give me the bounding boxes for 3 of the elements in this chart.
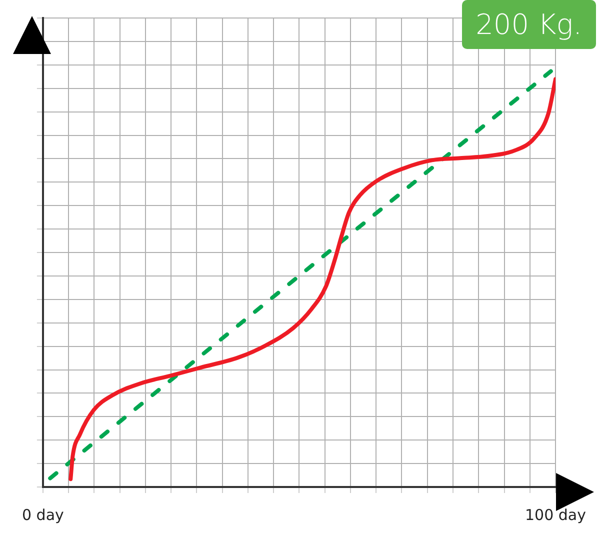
x-tick-label: 0 day [22,506,64,524]
text: 200 Kg. [462,0,596,49]
x-tick-label: 100 day [525,506,586,524]
